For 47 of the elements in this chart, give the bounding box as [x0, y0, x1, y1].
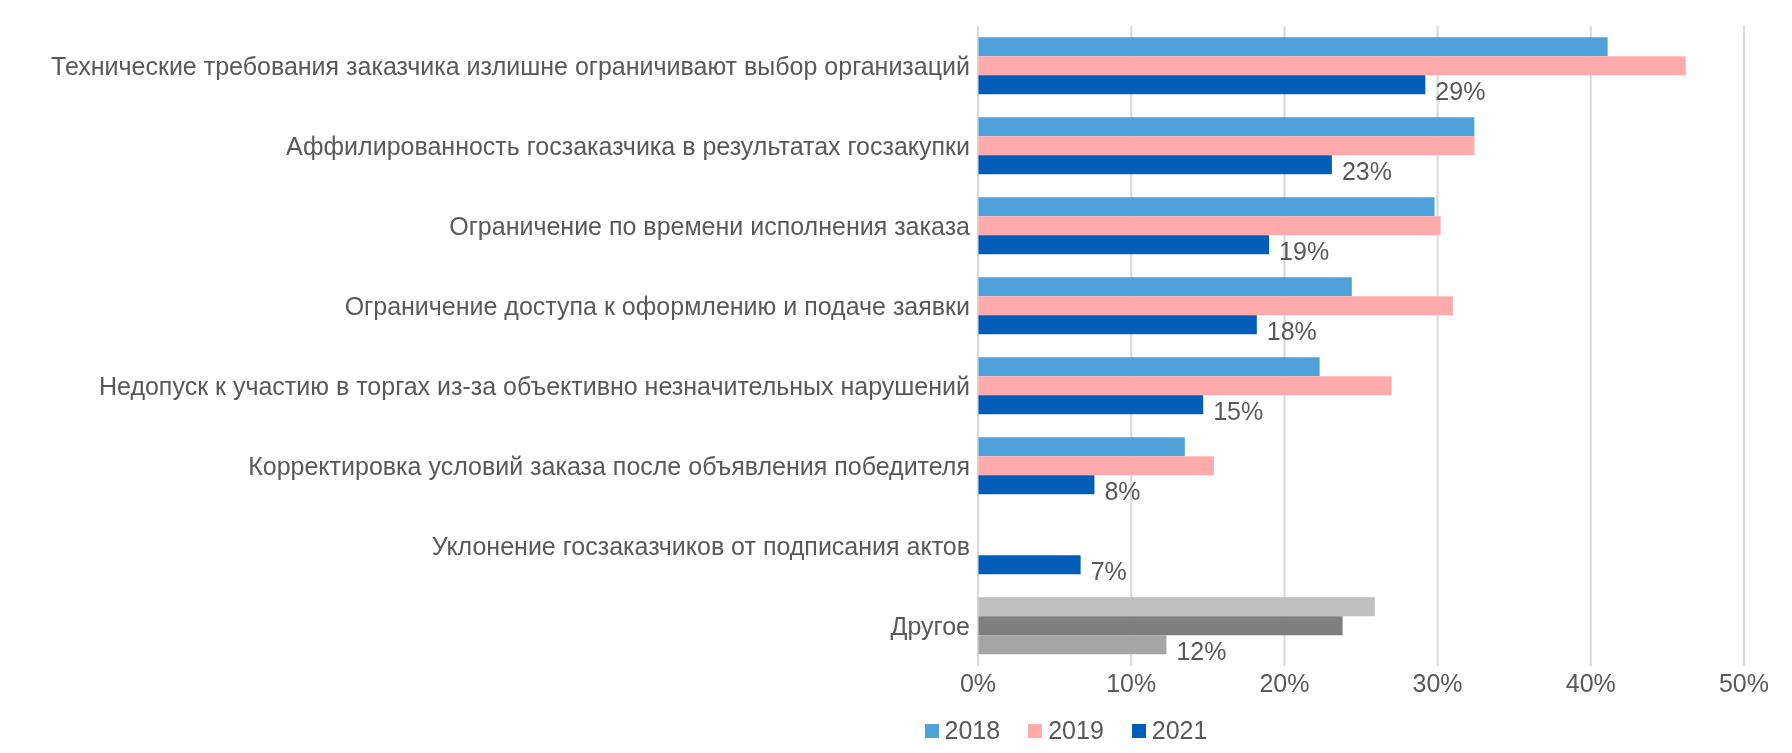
bar: [978, 136, 1475, 156]
bar: [978, 277, 1352, 297]
x-tick-label: 20%: [1259, 668, 1310, 697]
bar: [978, 117, 1475, 137]
x-tick-label: 0%: [959, 668, 997, 697]
bar: [978, 475, 1095, 495]
data-label: 23%: [1341, 156, 1392, 185]
data-label: 7%: [1090, 556, 1127, 585]
bar: [978, 56, 1686, 76]
x-tick-label: 10%: [1106, 668, 1157, 697]
x-tick-label: 30%: [1412, 668, 1463, 697]
x-tick-label: 50%: [1718, 668, 1770, 697]
y-tick-label: Аффилированность госзаказчика в результатах госзакупки: [286, 132, 970, 160]
y-tick-label: Недопуск к участию в торгах из-за объективно незначительных нарушений: [98, 372, 970, 400]
bar: [978, 395, 1204, 415]
bar: [978, 235, 1270, 255]
bar: [978, 555, 1081, 575]
bar: [978, 197, 1435, 217]
bar: [978, 75, 1426, 95]
data-label: 18%: [1266, 316, 1317, 345]
bar: [978, 155, 1332, 175]
data-label: 19%: [1279, 236, 1330, 265]
legend-label: 2021: [1150, 716, 1208, 745]
bar: [978, 597, 1375, 617]
bar: [978, 437, 1185, 457]
y-tick-label: Технические требования заказчика излишне ограничивают выбор организаций: [51, 52, 970, 80]
data-label: 8%: [1104, 476, 1141, 505]
legend-label: 2018: [943, 716, 1001, 745]
bar: [978, 315, 1257, 335]
bar: [978, 616, 1343, 636]
y-tick-label: Ограничение доступа к оформлению и подаче заявки: [344, 292, 970, 320]
y-tick-label: Другое: [890, 612, 970, 640]
y-tick-label: Корректировка условий заказа после объявления победителя: [248, 452, 970, 480]
data-label: 29%: [1435, 76, 1486, 105]
bar: [978, 216, 1441, 236]
bar: [978, 37, 1608, 57]
data-label: 15%: [1213, 396, 1264, 425]
bar: [978, 357, 1320, 377]
x-tick-label: 40%: [1565, 668, 1616, 697]
data-label: 12%: [1176, 636, 1227, 665]
bar: [978, 376, 1392, 396]
bar: [978, 635, 1167, 655]
y-tick-label: Ограничение по времени исполнения заказа: [449, 212, 971, 240]
y-tick-label: Уклонение госзаказчиков от подписания актов: [431, 532, 970, 560]
legend-label: 2019: [1047, 716, 1104, 745]
bar: [978, 296, 1453, 316]
bar: [978, 456, 1214, 476]
